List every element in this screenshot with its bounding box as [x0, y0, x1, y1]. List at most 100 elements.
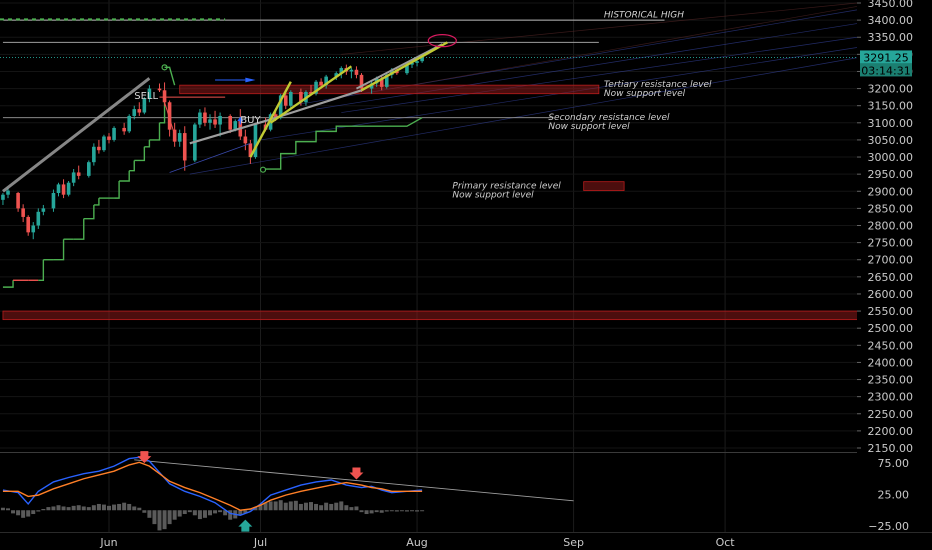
- supertrend-segment: [93, 198, 100, 206]
- supertrend-dot: [259, 166, 267, 173]
- time-tick-label: Sep: [563, 536, 584, 549]
- candle[interactable]: [31, 222, 36, 240]
- price-tick-label: 2250.00: [868, 408, 914, 421]
- yellow-trend-line[interactable]: [249, 81, 292, 158]
- historical-high-label-line: HISTORICAL HIGH: [604, 10, 684, 20]
- candle[interactable]: [198, 109, 202, 128]
- yellow-trend-line[interactable]: [269, 65, 353, 124]
- sell-arrow-icon[interactable]: [137, 451, 152, 464]
- tertiary-label-line: Tertiary resistance level: [604, 80, 712, 90]
- candle[interactable]: [379, 74, 384, 91]
- histogram-bar: [298, 503, 303, 511]
- candle[interactable]: [1, 192, 5, 205]
- candle[interactable]: [182, 126, 187, 171]
- price-tick-label: 2750.00: [868, 237, 914, 250]
- histogram-bar: [167, 510, 172, 525]
- candle[interactable]: [349, 68, 354, 79]
- trend-line[interactable]: [355, 43, 443, 90]
- channel-line: [189, 57, 858, 175]
- yellow-trend-line[interactable]: [360, 41, 448, 92]
- candle[interactable]: [137, 102, 142, 116]
- trend-line[interactable]: [189, 118, 271, 145]
- price-tick-label: 2850.00: [868, 202, 914, 215]
- candle[interactable]: [16, 191, 20, 212]
- trend-line[interactable]: [270, 89, 362, 121]
- histogram-bar: [293, 500, 298, 511]
- secondary-label-line: Now support level: [548, 122, 630, 132]
- candle[interactable]: [56, 182, 61, 197]
- candle[interactable]: [354, 66, 359, 79]
- oscillator-tick-label: −25.00: [868, 520, 909, 533]
- candle[interactable]: [203, 107, 207, 127]
- candle[interactable]: [359, 73, 364, 92]
- candle[interactable]: [147, 85, 152, 103]
- candle[interactable]: [248, 139, 253, 164]
- candle[interactable]: [213, 110, 217, 128]
- histogram-bar: [404, 510, 409, 512]
- candle[interactable]: [92, 143, 96, 166]
- price-tick-label: 3000.00: [868, 151, 914, 164]
- candle[interactable]: [66, 181, 71, 197]
- histogram-bar: [218, 510, 223, 513]
- highlight-ellipse[interactable]: [427, 34, 457, 48]
- tertiary-zone[interactable]: [179, 84, 600, 95]
- candle[interactable]: [314, 80, 318, 96]
- supertrend-segment: [83, 204, 95, 220]
- histogram-bar: [288, 501, 293, 511]
- oscillator-trend-line[interactable]: [134, 459, 574, 502]
- primary-zone[interactable]: [583, 181, 625, 191]
- sell-marker-line: [164, 102, 176, 135]
- histogram-bar: [283, 502, 288, 511]
- candle[interactable]: [122, 122, 126, 135]
- candle[interactable]: [243, 129, 248, 151]
- histogram-bar: [243, 510, 248, 514]
- histogram-bar: [137, 507, 142, 511]
- candle[interactable]: [162, 82, 167, 106]
- candle[interactable]: [132, 105, 137, 120]
- candle[interactable]: [87, 160, 91, 178]
- candle[interactable]: [41, 204, 46, 216]
- candle[interactable]: [26, 215, 30, 236]
- candle[interactable]: [6, 187, 10, 199]
- last-price-value: 3291.25: [863, 51, 909, 64]
- candle[interactable]: [253, 122, 258, 159]
- candle[interactable]: [61, 179, 66, 199]
- candle[interactable]: [97, 139, 101, 154]
- sell-arrow-icon[interactable]: [349, 467, 364, 480]
- time-tick-label: Aug: [406, 536, 427, 549]
- channel-line: [341, 36, 858, 113]
- candle[interactable]: [127, 114, 131, 134]
- buy-arrow-icon[interactable]: [238, 519, 253, 532]
- histogram-bar: [6, 508, 10, 511]
- histogram-bar: [41, 508, 46, 511]
- candle[interactable]: [218, 112, 222, 137]
- histogram-bar: [11, 510, 16, 514]
- price-axis[interactable]: 3450.003400.003350.003300.003250.003200.…: [857, 0, 932, 533]
- lower-zone[interactable]: [2, 310, 898, 321]
- histogram-bar: [157, 510, 162, 531]
- candle[interactable]: [51, 189, 56, 212]
- candle[interactable]: [71, 169, 76, 187]
- candle[interactable]: [289, 90, 293, 110]
- trend-line[interactable]: [2, 77, 151, 193]
- histogram-bar: [36, 510, 41, 512]
- candle[interactable]: [228, 114, 232, 134]
- candle[interactable]: [36, 208, 41, 229]
- candle[interactable]: [157, 83, 162, 92]
- candle[interactable]: [76, 165, 81, 180]
- supertrend-segment: [2, 280, 14, 288]
- candle[interactable]: [21, 204, 25, 223]
- countdown-value: 03:14:31: [861, 64, 910, 77]
- candle[interactable]: [142, 97, 147, 115]
- buy-label: BUY: [240, 115, 261, 126]
- histogram-bar: [182, 510, 187, 515]
- candle[interactable]: [324, 74, 328, 89]
- candle[interactable]: [112, 126, 116, 142]
- primary-label-line: Primary resistance level: [452, 182, 561, 192]
- candle[interactable]: [208, 114, 212, 130]
- candle[interactable]: [107, 133, 111, 144]
- time-axis[interactable]: Jun Jul Aug Sep Oct: [0, 532, 932, 550]
- candle[interactable]: [177, 129, 182, 147]
- candle[interactable]: [102, 134, 106, 152]
